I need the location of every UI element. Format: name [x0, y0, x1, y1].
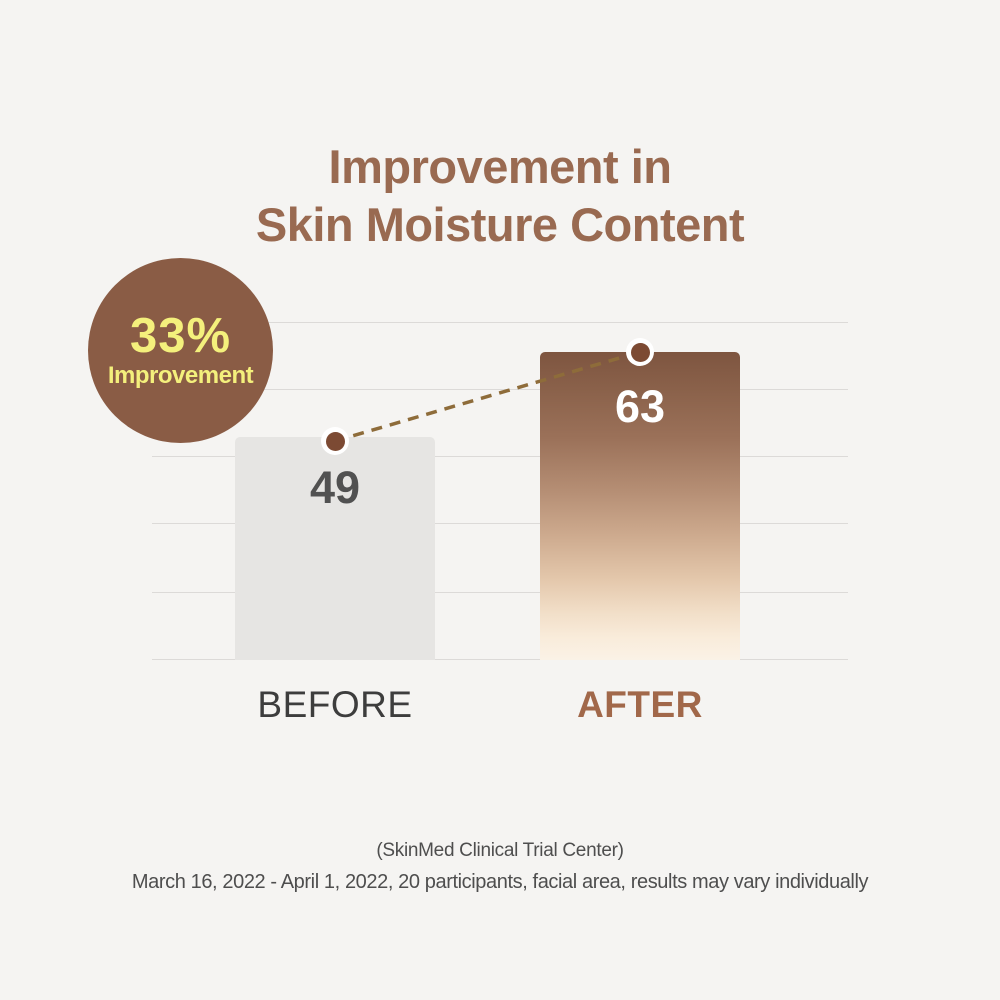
footer-details: March 16, 2022 - April 1, 2022, 20 parti…	[131, 871, 869, 893]
bar-before	[235, 437, 435, 660]
gridline	[152, 322, 848, 323]
gridline	[152, 456, 848, 457]
gridline	[152, 523, 848, 524]
baseline-gridline	[152, 659, 848, 660]
value-label-before: 49	[309, 462, 361, 513]
improvement-badge: 33% Improvement	[88, 258, 273, 443]
category-label-before: BEFORE	[257, 684, 413, 725]
footer-source: (SkinMed Clinical Trial Center)	[376, 840, 624, 861]
category-label-after: AFTER	[577, 684, 703, 725]
badge-label: Improvement	[107, 361, 254, 389]
page-title: Improvement in Skin Moisture Content	[0, 138, 1000, 254]
data-point-before	[321, 427, 349, 455]
title-line-1: Improvement in	[328, 140, 672, 193]
data-point-after	[626, 338, 654, 366]
badge-percent: 33%	[129, 308, 232, 363]
gridline	[152, 592, 848, 593]
value-label-after: 63	[614, 381, 666, 432]
title-line-2: Skin Moisture Content	[255, 198, 745, 251]
